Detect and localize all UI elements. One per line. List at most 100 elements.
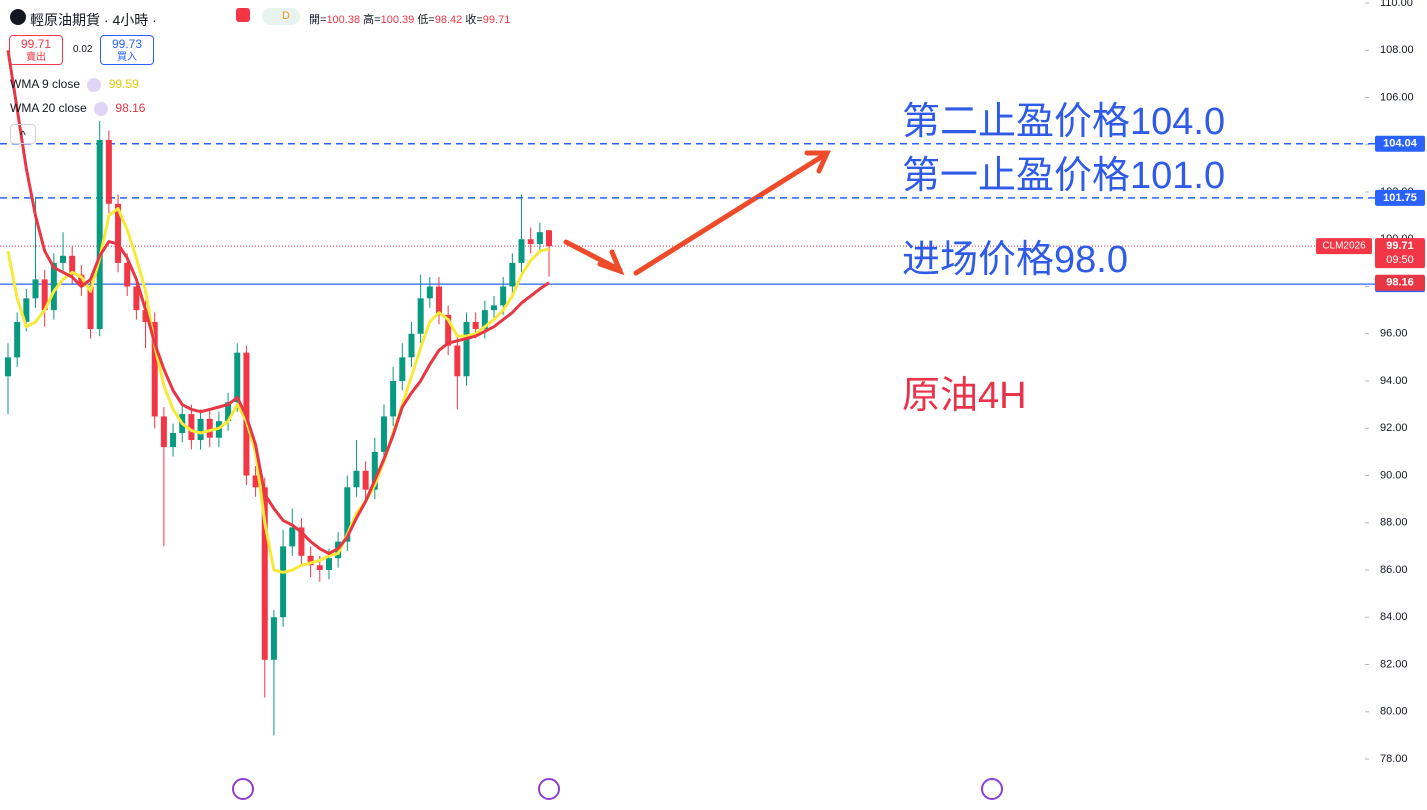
ohlc-label: 收= [465, 14, 483, 26]
candle-body [481, 310, 488, 330]
y-tick-label: 110.00 [1380, 0, 1413, 9]
candle-body [307, 555, 314, 566]
price-tag-label: 104.04 [1383, 138, 1418, 150]
candle-body [362, 470, 369, 490]
candle-body [105, 140, 112, 204]
legend-name: WMA 9 close [10, 77, 81, 91]
y-tick-label: 96.00 [1380, 328, 1408, 340]
symbol-tag-label: CLM2026 [1322, 241, 1366, 252]
price-tag [1375, 135, 1425, 152]
price-tag-label: 101.75 [1383, 192, 1417, 204]
arrow [633, 151, 829, 276]
candle-body [536, 232, 543, 244]
candle-body [380, 416, 387, 452]
ohlc-value: 100.38 [326, 14, 361, 26]
y-tick-label: 94.00 [1380, 375, 1408, 387]
candle-body [270, 617, 277, 660]
y-tick-label: 92.00 [1380, 422, 1408, 434]
sell-label: 賣出 [26, 52, 46, 63]
flag-icon[interactable] [236, 8, 250, 22]
candle-body [96, 140, 103, 330]
sell-button[interactable]: 99.71 賣出 [9, 35, 63, 65]
legend-name: WMA 20 close [10, 101, 87, 115]
candle-body [78, 274, 85, 287]
candle-body [23, 298, 30, 322]
ohlc: 開=100.38 高=100.39 低=98.42 收=99.71 [309, 11, 510, 27]
candle-body [160, 416, 167, 448]
candle-body [289, 527, 296, 547]
legend-entry: WMA 9 close 99.59 [10, 77, 139, 92]
candle-body [454, 345, 461, 377]
annotation: 原油4H [902, 375, 1027, 417]
candle-body [445, 314, 452, 346]
buy-button[interactable]: 99.73 買入 [100, 35, 154, 65]
legend-value: 98.16 [115, 101, 146, 115]
legend-entry: WMA 20 close 98.16 [10, 101, 145, 116]
candle-body [399, 357, 406, 381]
candle-body [32, 279, 39, 299]
candle-body [14, 321, 21, 358]
wma-line [6, 50, 550, 555]
ohlc-label: 低= [417, 14, 435, 26]
candle-body [353, 470, 360, 488]
arrow-head [804, 150, 831, 174]
sell-price: 99.71 [20, 37, 52, 51]
y-tick-label: 80.00 [1380, 706, 1408, 718]
annotation: 进场价格98.0 [902, 239, 1128, 281]
candle-body [69, 255, 76, 275]
legend-icon[interactable] [87, 77, 102, 92]
y-tick-label: 78.00 [1380, 753, 1408, 765]
y-tick-label: 108.00 [1380, 44, 1414, 56]
symbol-icon [10, 9, 26, 25]
candle-body [325, 558, 332, 570]
candle-body [426, 286, 433, 299]
ohlc-value: 98.42 [434, 14, 463, 26]
arrows [563, 150, 831, 276]
candle-body [463, 321, 470, 377]
candle-body [298, 527, 305, 556]
ohlc-label: 開= [309, 14, 327, 26]
candle-body [124, 262, 131, 287]
event-icon[interactable] [232, 778, 254, 800]
candle-body [5, 357, 11, 377]
wma-line [6, 207, 550, 574]
badge[interactable]: D [262, 8, 300, 25]
candle-body [206, 418, 213, 438]
candle-body [390, 381, 397, 417]
candle-body [87, 286, 94, 330]
symbol-tag [1316, 238, 1372, 255]
candle-body [472, 321, 479, 330]
candle-body [280, 546, 287, 618]
candle-body [408, 333, 415, 358]
event-icon[interactable] [538, 778, 560, 800]
symbol-title: 輕原油期貨 · 4小時 · [30, 12, 157, 28]
candle-body [188, 414, 195, 441]
price-tag [1375, 189, 1425, 206]
legend-icon[interactable] [94, 101, 109, 116]
collapse-button[interactable]: ^ [10, 124, 36, 144]
series-tag [1375, 274, 1425, 291]
ohlc-value: 99.71 [482, 14, 511, 26]
candle-body [509, 262, 516, 287]
y-tick-label: 86.00 [1380, 564, 1408, 576]
candle-body [60, 255, 67, 263]
event-icon[interactable] [981, 778, 1003, 800]
candle-body [41, 279, 48, 311]
annotation: 第二止盈价格104.0 [902, 101, 1225, 143]
buy-label: 買入 [117, 52, 137, 63]
y-tick-label: 106.00 [1380, 91, 1414, 103]
candle-body [197, 418, 204, 441]
candle-body [518, 239, 525, 263]
candle-body [225, 402, 232, 422]
candle-body [234, 352, 241, 403]
y-tick-label: 82.00 [1380, 658, 1408, 670]
candle-body [417, 298, 424, 334]
y-tick-label: 84.00 [1380, 611, 1408, 623]
candles [5, 121, 553, 736]
spread: 0.02 [73, 44, 93, 55]
candle-body [527, 239, 534, 244]
candle-body [344, 487, 351, 542]
ohlc-label: 高= [363, 14, 381, 26]
